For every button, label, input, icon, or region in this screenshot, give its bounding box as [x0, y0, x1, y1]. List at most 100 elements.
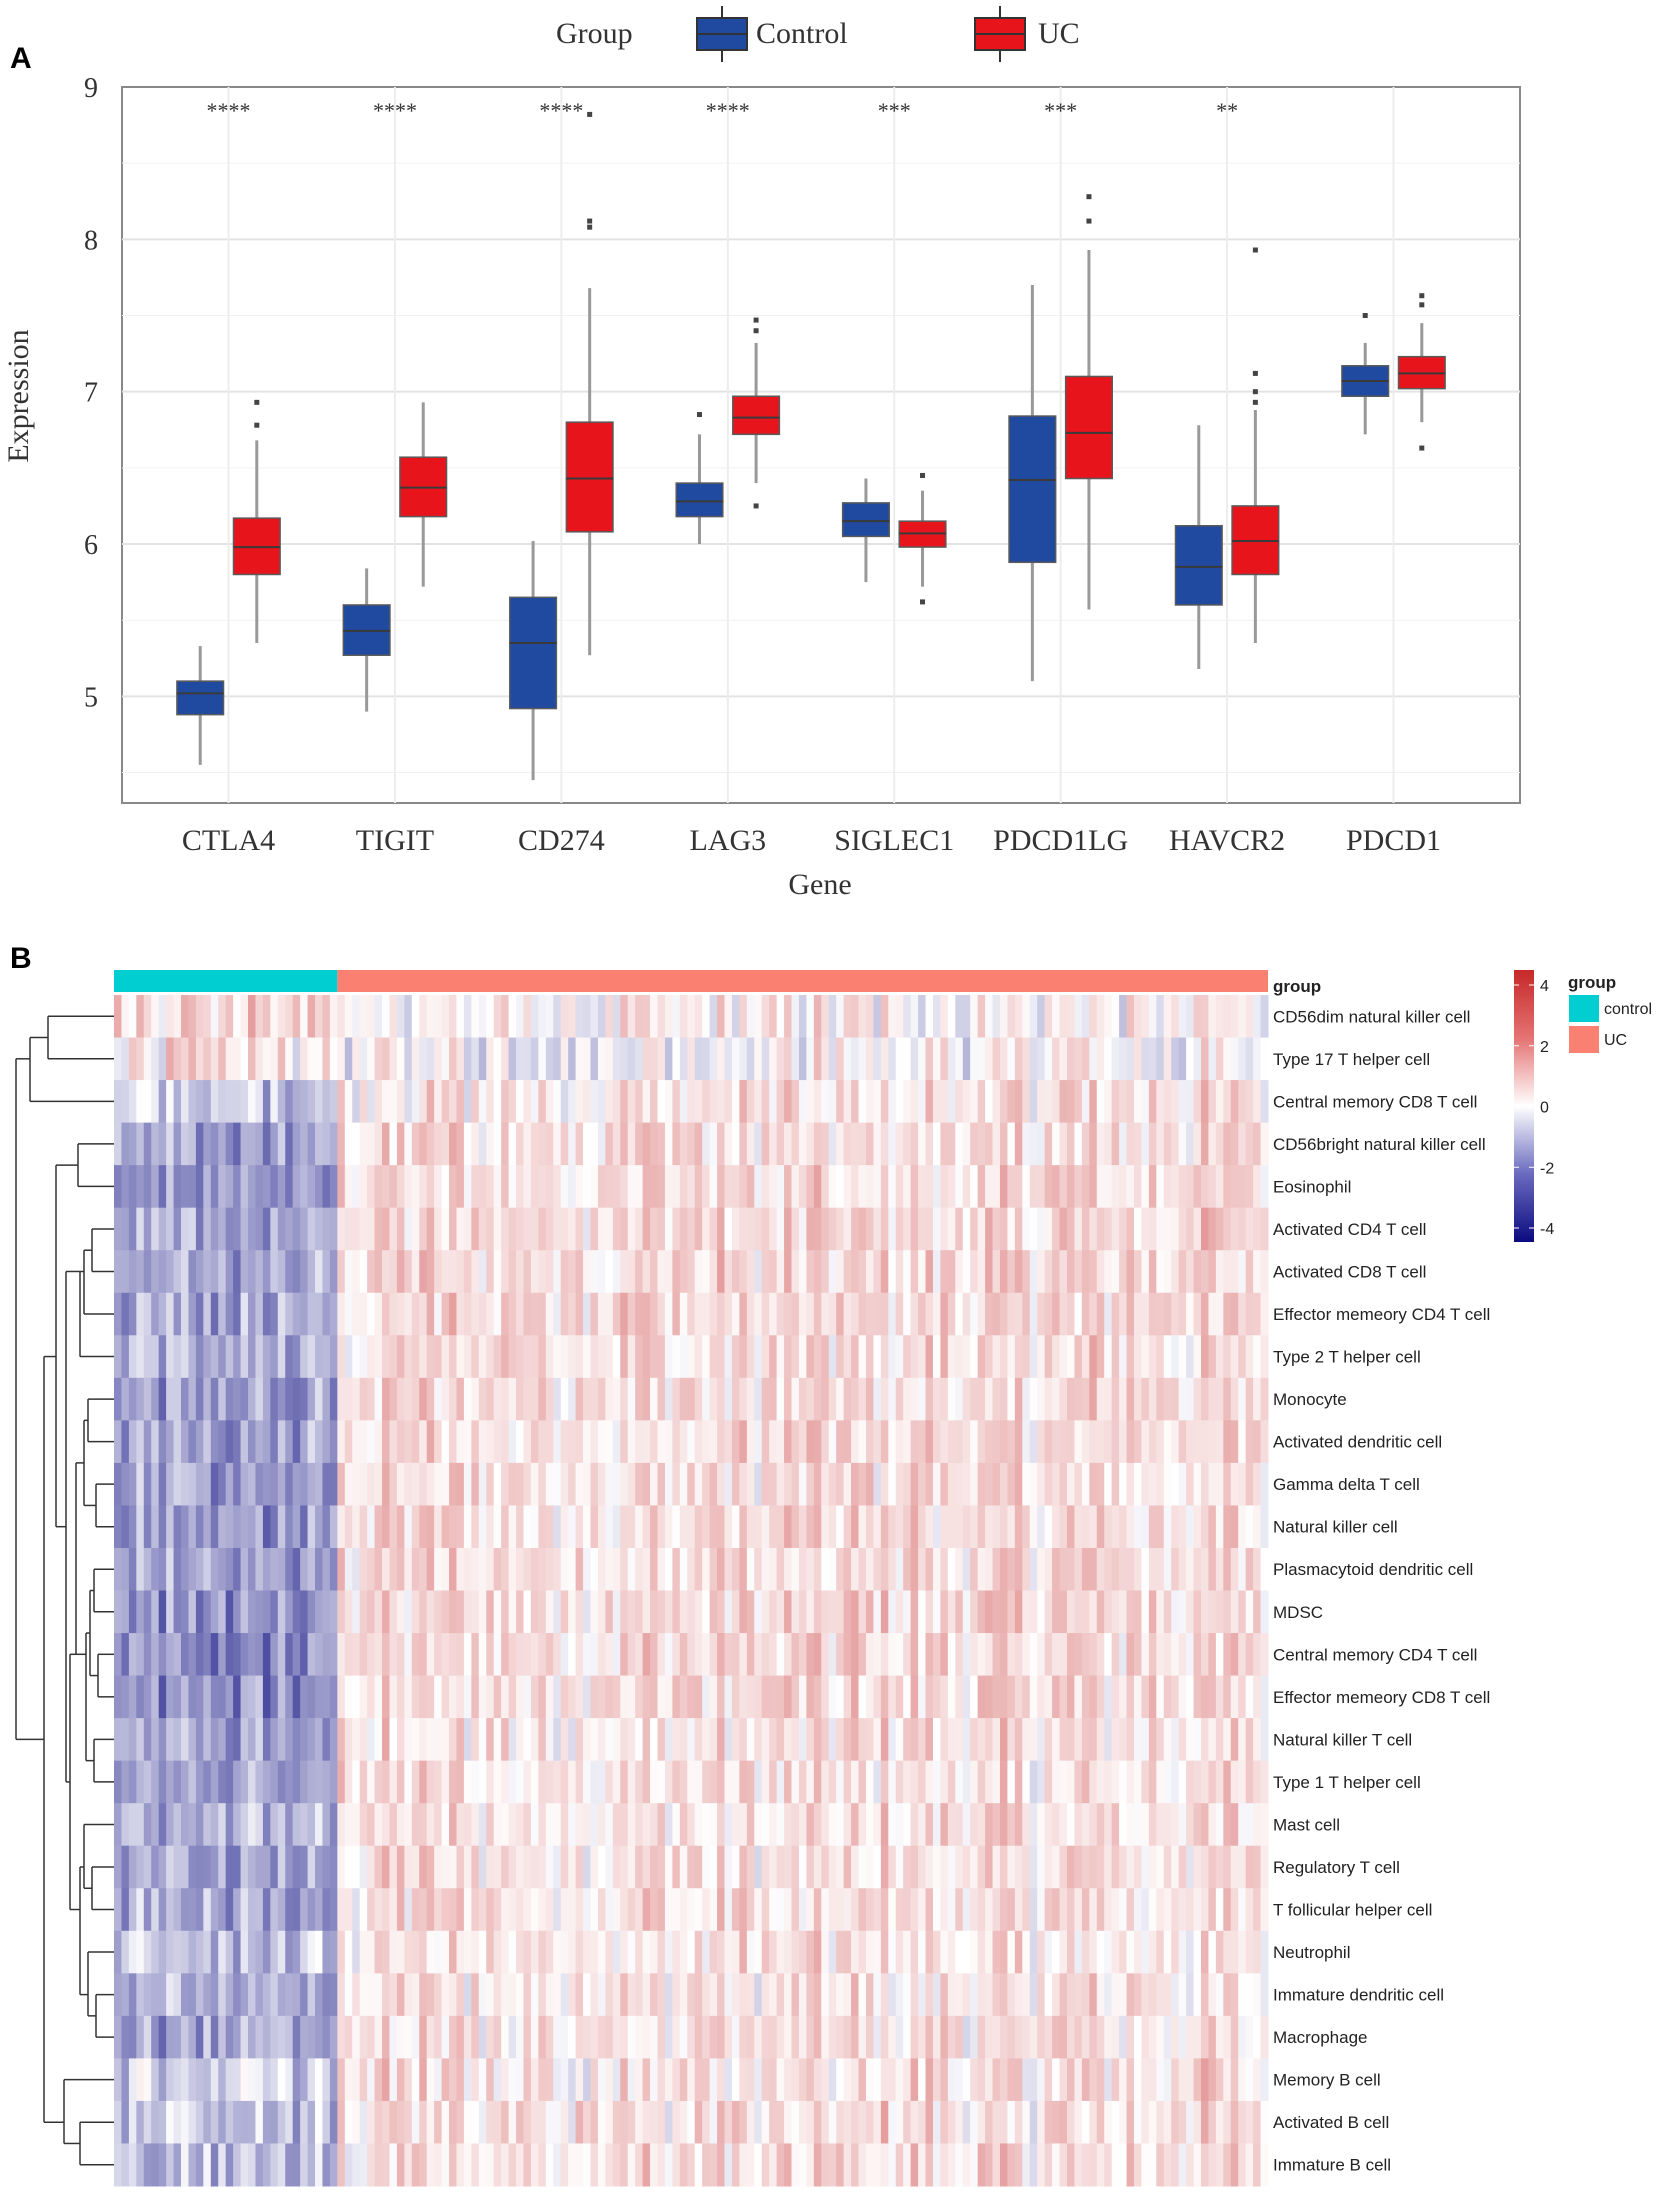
heatmap-cell [158, 2015, 167, 2059]
heatmap-cell [493, 1080, 502, 1124]
heatmap-cell [262, 1973, 271, 2017]
heatmap-cell [270, 2015, 279, 2059]
heatmap-cell [657, 1420, 666, 1464]
heatmap-cell [880, 1675, 889, 1719]
heatmap-cell [635, 995, 644, 1039]
heatmap-cell [389, 2143, 398, 2187]
heatmap-cell [501, 1420, 510, 1464]
heatmap-cell [1156, 1845, 1165, 1889]
heatmap-cell [955, 1420, 964, 1464]
heatmap-cell [337, 2143, 346, 2187]
heatmap-cell [813, 1420, 822, 1464]
heatmap-cell [590, 1080, 599, 1124]
heatmap-cell [530, 2143, 539, 2187]
heatmap-cell [478, 1377, 487, 1421]
heatmap-cell [493, 1037, 502, 1081]
heatmap-cell [865, 995, 874, 1039]
heatmap-cell [724, 1292, 733, 1336]
heatmap-cell [158, 1633, 167, 1677]
heatmap-cell [1104, 1888, 1113, 1932]
heatmap-cell [1104, 2100, 1113, 2144]
heatmap-cell [486, 1760, 495, 1804]
heatmap-cell [813, 1250, 822, 1294]
heatmap-cell [114, 1420, 122, 1464]
group-legend-label-uc: UC [1604, 1032, 1627, 1049]
heatmap-cell [746, 1888, 755, 1932]
heatmap-cell [166, 1760, 175, 1804]
heatmap-cell [553, 1335, 562, 1379]
heatmap-cell [1126, 1080, 1135, 1124]
heatmap-cell [545, 1930, 554, 1974]
heatmap-cell [910, 1122, 919, 1166]
heatmap-cell [449, 1335, 457, 1379]
heatmap-cell [970, 1675, 979, 1719]
heatmap-cell [240, 2015, 249, 2059]
heatmap-cell [1200, 1462, 1209, 1506]
heatmap-cell [1126, 2015, 1135, 2059]
heatmap-cell [277, 1335, 286, 1379]
heatmap-cell [1119, 1420, 1128, 1464]
heatmap-cell [1007, 1590, 1016, 1634]
heatmap-cell [441, 1930, 450, 1974]
heatmap-cell [463, 1888, 472, 1932]
heatmap-cell [1178, 1335, 1187, 1379]
heatmap-cell [1208, 995, 1217, 1039]
heatmap-cell [1022, 2100, 1031, 2144]
heatmap-cell [545, 1718, 554, 1762]
legend-title: Group [556, 17, 633, 50]
heatmap-cell [166, 1207, 175, 1251]
heatmap-cell [620, 1760, 629, 1804]
heatmap-cell [352, 1037, 361, 1081]
heatmap-cell [612, 1547, 621, 1591]
heatmap-cell [426, 1080, 435, 1124]
heatmap-cell [1238, 1888, 1247, 1932]
heatmap-cell [292, 2100, 301, 2144]
row-label: Type 2 T helper cell [1273, 1348, 1421, 1367]
heatmap-cell [590, 1250, 599, 1294]
heatmap-cell [970, 1590, 979, 1634]
heatmap-cell [873, 1080, 882, 1124]
heatmap-cell [828, 2143, 837, 2187]
heatmap-cell [344, 1718, 353, 1762]
color-scale-bar [1514, 970, 1534, 1242]
heatmap-cell [1044, 1250, 1053, 1294]
heatmap-cell [1260, 1633, 1269, 1677]
heatmap-cell [985, 1335, 994, 1379]
heatmap-cell [1260, 1420, 1269, 1464]
heatmap-cell [947, 1292, 956, 1336]
heatmap-cell [530, 1760, 539, 1804]
heatmap-cell [382, 1930, 390, 1974]
heatmap-cell [530, 1080, 539, 1124]
heatmap-cell [300, 1165, 309, 1209]
heatmap-cell [627, 2100, 636, 2144]
heatmap-cell [411, 1973, 420, 2017]
heatmap-cell [940, 1718, 949, 1762]
heatmap-cell [121, 1930, 130, 1974]
heatmap-cell [1066, 1420, 1075, 1464]
heatmap-cell [367, 1037, 376, 1081]
heatmap-cell [315, 1080, 323, 1124]
heatmap-cell [798, 1250, 807, 1294]
heatmap-cell [568, 1462, 577, 1506]
heatmap-cell [932, 995, 941, 1039]
heatmap-cell [784, 1505, 793, 1549]
heatmap-cell [1238, 1207, 1247, 1251]
heatmap-cell [188, 1675, 197, 1719]
heatmap-cell [553, 1080, 562, 1124]
heatmap-cell [292, 1335, 301, 1379]
heatmap-cell [1238, 1547, 1247, 1591]
heatmap-cell [955, 1633, 964, 1677]
heatmap-cell [195, 1462, 204, 1506]
heatmap-cell [1186, 2058, 1195, 2102]
heatmap-cell [821, 1165, 830, 1209]
heatmap-cell [1141, 1080, 1150, 1124]
heatmap-cell [188, 1845, 197, 1889]
heatmap-cell [538, 1888, 547, 1932]
heatmap-cell [962, 1675, 971, 1719]
heatmap-cell [650, 1250, 658, 1294]
heatmap-cell [240, 1760, 249, 1804]
legend-label-uc: UC [1038, 17, 1080, 50]
heatmap-cell [731, 1292, 740, 1336]
heatmap-cell [1178, 1930, 1187, 1974]
heatmap-cell [449, 1165, 457, 1209]
